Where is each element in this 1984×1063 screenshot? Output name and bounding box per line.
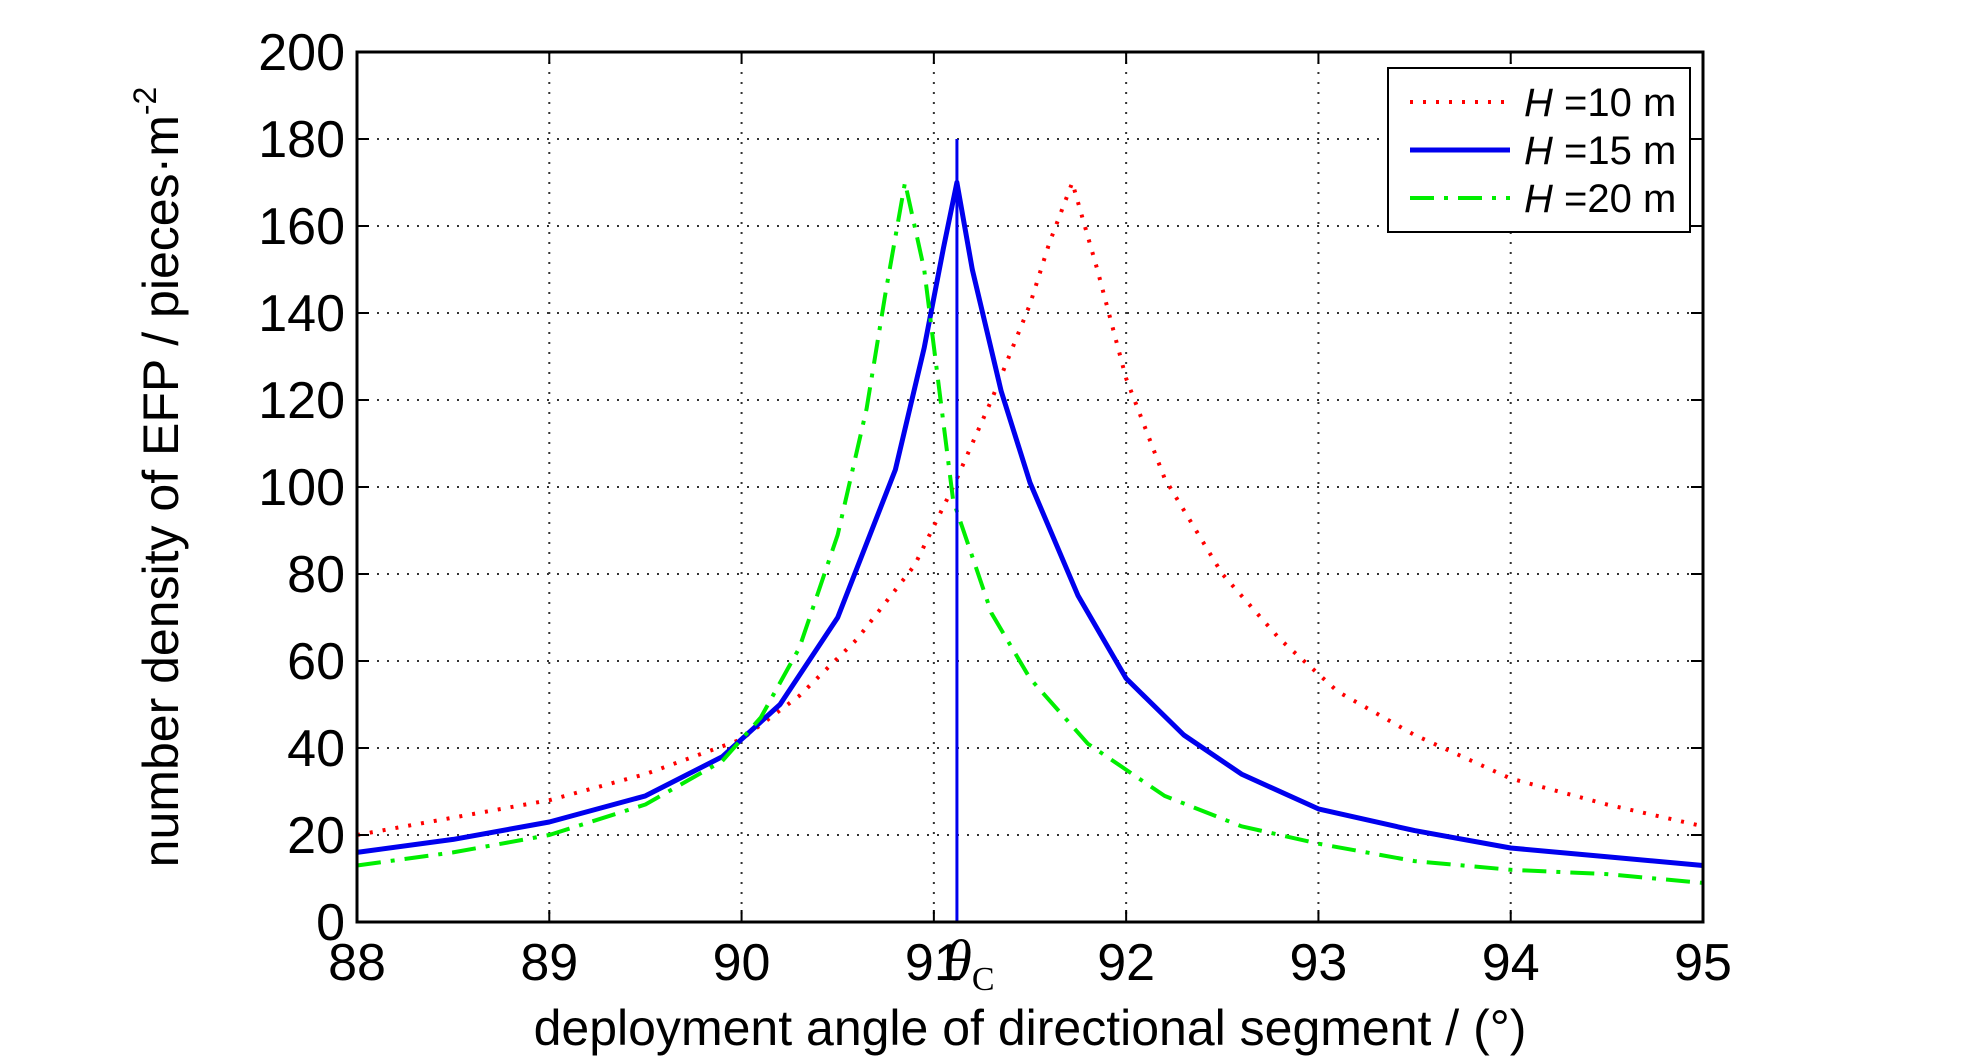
y-tick-label: 60 [287, 633, 345, 691]
x-tick-label: 88 [328, 934, 386, 992]
series-lines [356, 180, 1704, 885]
y-axis-label-superscript: -2 [127, 87, 163, 115]
legend-entry-1: H =10 m [1410, 81, 1676, 125]
y-axis-label: number density of EFP / pieces·m-2 [127, 87, 189, 868]
axis-ticks [356, 51, 1704, 923]
x-tick-label: 90 [713, 934, 771, 992]
y-tick-label: 40 [287, 720, 345, 778]
legend-entry-2: H =15 m [1410, 129, 1676, 173]
y-tick-label: 120 [258, 372, 345, 430]
x-tick-label: 95 [1674, 934, 1732, 992]
legend-label-1: H =10 m [1524, 81, 1676, 125]
y-tick-label: 180 [258, 111, 345, 169]
legend-label-var: H [1524, 81, 1553, 125]
x-tick-label: 92 [1097, 934, 1155, 992]
x-tick-label: 91 [905, 934, 963, 992]
x-tick-label: 89 [520, 934, 578, 992]
series-line-3 [356, 180, 1704, 885]
x-tick-label: 93 [1290, 934, 1348, 992]
critical-angle-label: θC [943, 928, 994, 998]
y-tick-labels: 0 20 40 60 80 100 120 140 160 180 200 [258, 24, 345, 952]
y-tick-label: 140 [258, 285, 345, 343]
critical-angle-subscript: C [972, 961, 995, 998]
legend-label-value: =10 m [1553, 81, 1676, 125]
x-axis-label: deployment angle of directional segment … [534, 1000, 1527, 1056]
legend-label-var: H [1524, 129, 1553, 173]
critical-angle-symbol: θ [943, 928, 972, 993]
critical-angle-annotation: θC [943, 139, 995, 998]
series-line-2 [356, 180, 1704, 868]
legend-entry-3: H =20 m [1410, 177, 1676, 221]
x-tick-labels: 88 89 90 91 92 93 94 95 [328, 934, 1732, 992]
legend-label-3: H =20 m [1524, 177, 1676, 221]
legend-label-2: H =15 m [1524, 129, 1676, 173]
legend-label-value: =20 m [1553, 177, 1676, 221]
y-tick-label: 160 [258, 198, 345, 256]
series-line-1 [356, 180, 1704, 837]
legend: H =10 mH =15 mH =20 m [1387, 67, 1691, 233]
legend-label-var: H [1524, 177, 1553, 221]
y-tick-label: 0 [316, 894, 345, 952]
y-axis-label-text: number density of EFP / pieces·m [133, 115, 189, 867]
legend-label-value: =15 m [1553, 129, 1676, 173]
y-tick-label: 80 [287, 546, 345, 604]
y-tick-label: 20 [287, 807, 345, 865]
x-tick-label: 94 [1482, 934, 1540, 992]
y-tick-label: 100 [258, 459, 345, 517]
y-tick-label: 200 [258, 24, 345, 82]
